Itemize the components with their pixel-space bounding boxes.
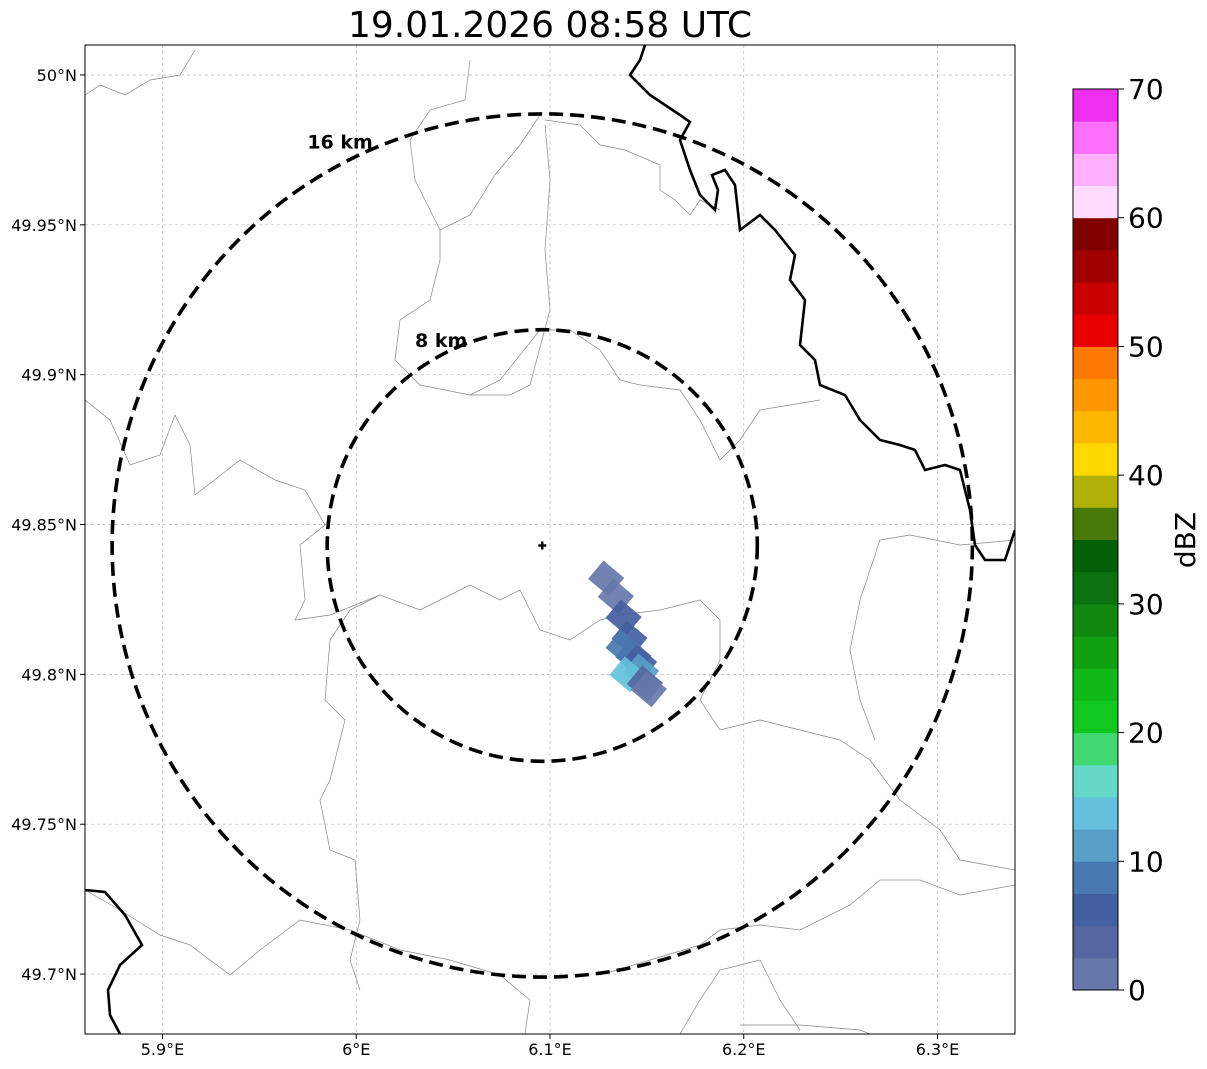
colorbar-segment (1073, 539, 1118, 573)
radar-echoes (588, 560, 667, 708)
colorbar-segment (1073, 700, 1118, 734)
x-tick-label: 6.1°E (528, 1040, 572, 1059)
colorbar-segment (1073, 893, 1118, 927)
y-tick-label: 49.7°N (21, 965, 77, 984)
colorbar-tick-label: 0 (1128, 974, 1146, 1007)
colorbar-tick-label: 70 (1128, 73, 1164, 106)
colorbar-segment (1073, 507, 1118, 540)
colorbar-segment (1073, 861, 1118, 894)
map-area (85, 45, 1015, 1034)
colorbar-segment (1073, 314, 1118, 347)
colorbar-segment (1073, 796, 1118, 830)
range-rings (110, 112, 975, 979)
colorbar-segment (1073, 346, 1118, 380)
x-tick-label: 6.3°E (916, 1040, 960, 1059)
colorbar-segment (1073, 185, 1118, 219)
colorbar-segment (1073, 603, 1118, 637)
x-axis-ticks: 5.9°E 6°E 6.1°E 6.2°E 6.3°E (141, 1034, 960, 1059)
y-tick-label: 49.8°N (21, 665, 77, 684)
y-tick-label: 49.85°N (11, 516, 77, 535)
range-ring-label: 16 km (307, 131, 373, 153)
colorbar-segment (1073, 668, 1118, 701)
colorbar-segment (1073, 378, 1118, 412)
y-tick-label: 49.9°N (21, 366, 77, 385)
x-tick-label: 6°E (342, 1040, 370, 1059)
colorbar-label: dBZ (1169, 512, 1202, 568)
colorbar-frame (1072, 88, 1119, 991)
colorbar-segment (1073, 764, 1118, 798)
colorbar-segment (1073, 957, 1118, 991)
colorbar-tick-label: 10 (1128, 845, 1164, 878)
colorbar-tick-label: 60 (1128, 202, 1164, 235)
colorbar-segment (1073, 89, 1118, 122)
colorbar-segment (1073, 475, 1118, 508)
colorbar-tick-label: 40 (1128, 459, 1164, 492)
colorbar-tick-label: 50 (1128, 330, 1164, 363)
colorbar-segment (1073, 153, 1118, 187)
y-tick-label: 49.75°N (11, 815, 77, 834)
colorbar-tick-label: 20 (1128, 717, 1164, 750)
colorbar-segment (1073, 571, 1118, 605)
colorbar-segment (1073, 121, 1118, 154)
colorbar-segment (1073, 410, 1118, 444)
colorbar-segment (1073, 732, 1118, 766)
figure-title: 19.01.2026 08:58 UTC (348, 5, 752, 46)
x-tick-label: 5.9°E (141, 1040, 185, 1059)
colorbar-segment (1073, 217, 1118, 251)
range-ring (325, 327, 760, 764)
radar-echo-cell (630, 671, 667, 708)
colorbar-segment (1073, 636, 1118, 669)
colorbar-segment (1073, 442, 1118, 476)
range-ring-labels: 8 km 16 km (307, 131, 467, 352)
colorbar: 0 10 20 30 40 50 60 70 dBZ (1072, 73, 1202, 1007)
colorbar-segment (1073, 282, 1118, 315)
colorbar-segment (1073, 925, 1118, 959)
y-tick-label: 49.95°N (11, 216, 77, 235)
y-axis-ticks: 50°N 49.95°N 49.9°N 49.85°N 49.8°N 49.75°N 49.… (11, 66, 85, 984)
colorbar-segment (1073, 829, 1118, 862)
y-tick-label: 50°N (37, 66, 77, 85)
range-ring (110, 112, 975, 979)
gridlines (85, 45, 1015, 1034)
range-ring-label: 8 km (415, 330, 467, 352)
radar-site-marker (538, 541, 547, 550)
colorbar-segment (1073, 249, 1118, 283)
colorbar-tick-label: 30 (1128, 588, 1164, 621)
x-tick-label: 6.2°E (722, 1040, 766, 1059)
